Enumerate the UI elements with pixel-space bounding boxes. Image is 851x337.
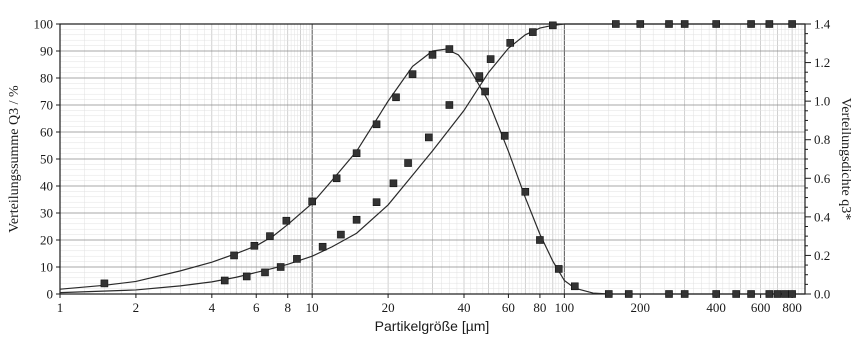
data-point	[266, 232, 274, 240]
data-point	[788, 20, 796, 28]
data-point	[475, 72, 484, 80]
y-left-tick-label: 100	[34, 17, 54, 32]
y-left-tick-label: 70	[40, 98, 53, 113]
y-left-tick-label: 30	[40, 206, 53, 221]
y-axis-label-left: Verteilungssumme Q3 / %	[7, 85, 22, 233]
data-point	[788, 290, 796, 298]
data-point	[389, 179, 398, 188]
y-right-tick-label: 0.4	[814, 209, 831, 224]
y-right-tick-label: 0.2	[814, 248, 830, 263]
axis-ticks: 1 2 4 6 8 10 20 40 60 80 100 200 400 600 800 0 10 20 30 40 5…	[34, 17, 831, 316]
x-tick-label: 80	[533, 300, 546, 315]
data-point	[308, 197, 316, 206]
data-point	[424, 133, 433, 142]
data-point	[665, 20, 673, 28]
y-left-tick-label: 80	[40, 71, 53, 86]
y-left-tick-label: 60	[40, 125, 53, 140]
data-point	[732, 290, 740, 298]
y-left-tick-label: 20	[40, 233, 53, 248]
y-left-tick-label: 10	[40, 260, 53, 275]
data-point	[624, 290, 633, 298]
data-point	[282, 216, 291, 225]
data-point	[604, 290, 613, 298]
y-right-tick-label: 1.4	[814, 17, 831, 32]
data-point	[712, 20, 720, 28]
data-point	[276, 263, 285, 271]
data-point	[781, 290, 789, 298]
y-right-tick-label: 0.0	[814, 287, 830, 302]
data-point	[773, 290, 782, 298]
series-density	[59, 45, 805, 298]
data-point	[261, 268, 269, 277]
y-left-tick-label: 40	[40, 179, 53, 194]
x-tick-label: 800	[782, 300, 802, 315]
series-cumulative	[59, 20, 805, 294]
data-point	[332, 174, 341, 183]
data-point	[765, 290, 774, 298]
y-right-tick-label: 0.6	[814, 171, 831, 186]
data-point	[680, 20, 689, 28]
data-point	[220, 276, 229, 285]
data-point	[665, 290, 673, 298]
data-point	[536, 236, 544, 244]
data-point	[680, 290, 689, 298]
x-tick-label: 10	[306, 300, 319, 315]
y-left-tick-label: 50	[40, 152, 53, 167]
data-point	[481, 87, 489, 96]
data-point	[337, 230, 345, 239]
data-point	[352, 215, 361, 224]
data-point	[392, 93, 400, 102]
x-tick-label: 6	[253, 300, 260, 315]
data-point	[765, 20, 774, 28]
data-point	[318, 242, 327, 251]
data-point	[352, 149, 361, 158]
x-tick-label: 20	[382, 300, 395, 315]
x-tick-label: 2	[133, 300, 140, 315]
data-point	[404, 159, 412, 167]
data-point	[445, 101, 454, 109]
data-point	[747, 20, 755, 28]
x-tick-label: 200	[631, 300, 651, 315]
x-tick-label: 60	[502, 300, 515, 315]
data-point	[250, 241, 259, 250]
data-point	[554, 265, 563, 273]
x-tick-label: 4	[209, 300, 216, 315]
grid-lines	[59, 23, 806, 295]
data-point	[293, 255, 301, 263]
x-tick-label: 1	[57, 300, 64, 315]
x-tick-label: 40	[458, 300, 471, 315]
data-point	[506, 39, 515, 47]
y-axis-label-right: Verteilungsdichte q3*	[838, 98, 851, 220]
y-right-tick-label: 0.8	[814, 132, 830, 147]
data-point	[100, 279, 109, 288]
data-point	[445, 45, 454, 53]
x-tick-label: 100	[555, 300, 575, 315]
data-point	[712, 290, 720, 298]
data-series	[59, 20, 805, 298]
data-point	[230, 251, 238, 260]
data-point	[549, 21, 557, 30]
data-point	[521, 187, 530, 196]
data-point	[372, 198, 381, 206]
y-right-tick-label: 1.2	[814, 55, 830, 70]
x-tick-label: 600	[751, 300, 771, 315]
data-point	[747, 290, 755, 298]
data-point	[500, 132, 509, 140]
data-point	[529, 28, 537, 36]
data-point	[636, 20, 645, 28]
data-point	[428, 51, 437, 59]
x-tick-label: 400	[706, 300, 726, 315]
y-left-tick-label: 90	[40, 44, 53, 59]
y-right-tick-label: 1.0	[814, 94, 830, 109]
data-point	[612, 20, 620, 28]
x-axis-label: Partikelgröße [µm]	[375, 318, 490, 334]
data-point	[570, 282, 579, 291]
data-point	[486, 55, 495, 63]
y-left-tick-label: 0	[47, 287, 54, 302]
data-point	[372, 120, 381, 129]
x-tick-label: 8	[284, 300, 291, 315]
data-point	[242, 272, 251, 281]
data-point	[408, 70, 417, 78]
